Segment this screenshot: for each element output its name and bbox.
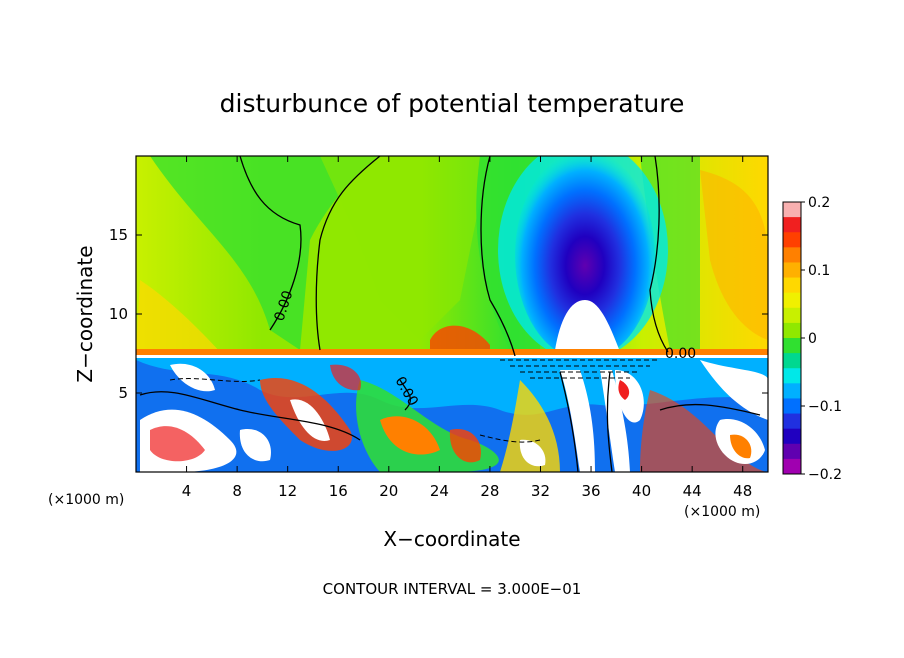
colorbar-swatch [783,292,801,309]
contour-interval-footer: CONTOUR INTERVAL = 3.000E−01 [323,580,582,598]
colorbar-swatch [783,247,801,263]
colorbar-swatch [783,383,801,399]
plot-area [136,156,768,472]
colorbar-swatch [783,398,801,415]
lower-turbulence [136,360,768,472]
x-tick-label: 36 [581,482,600,500]
colorbar-swatch [783,443,801,460]
x-tick-label: 4 [182,482,192,500]
colorbar-tick-label: 0 [808,331,817,347]
colorbar-tick-label: −0.1 [808,399,842,415]
colorbar-swatch [783,262,801,279]
contour-line [659,403,761,416]
colorbar-swatch [783,232,801,248]
upper-green-plume [150,156,380,350]
upper-green-plume [320,156,490,340]
colorbar-tick-label: 0.2 [808,195,830,211]
contour-lines [139,156,761,472]
colorbar-swatch [783,277,801,294]
contour-line [649,156,669,353]
y-tick-label: 10 [109,305,128,323]
y-tick-label: 5 [118,384,128,402]
colorbar-swatch [783,413,801,430]
x-tick-label: 40 [632,482,651,500]
contour-line [239,156,302,331]
x-unit-left: (×1000 m) [48,492,124,508]
contour-dashes [169,359,660,443]
x-tick-label: 20 [379,482,398,500]
colorbar-swatch [783,458,801,475]
colorbar-tick-label: −0.2 [808,467,842,483]
contour-line [559,371,579,472]
contour-line [315,156,381,351]
colorbar-swatch [783,338,801,354]
x-tick-label: 28 [480,482,499,500]
contour-line [606,371,613,472]
x-tick-label: 44 [683,482,702,500]
contour-line [169,378,261,382]
y-tick-label: 15 [109,226,128,244]
colorbar-tick-label: 0.1 [808,263,830,279]
contour-line [480,156,516,357]
colorbar-swatch [783,322,801,339]
cold-plume-white-cap [555,300,620,352]
x-tick-label: 24 [430,482,449,500]
contour-line [139,391,361,441]
x-tick-label: 32 [531,482,550,500]
x-axis: 4 8 12 16 20 24 28 32 36 40 44 48 [182,156,752,500]
chart-title: disturbunce of potential temperature [220,89,685,118]
warm-layer-edge [136,349,768,355]
y-axis: 5 10 15 [109,226,768,402]
upper-warm-patch [430,325,490,356]
colorbar-swatch [783,368,801,384]
y-axis-label: Z−coordinate [73,245,97,382]
colorbar: 0.2 0.1 0 −0.1 −0.2 [782,195,842,483]
colorbar-swatch [783,217,801,233]
contour-label: 0.00 [665,346,696,362]
upper-warm-patch [700,170,768,340]
upper-warm-patch [136,280,220,352]
x-tick-label: 16 [329,482,348,500]
inversion-line [136,355,768,358]
colorbar-swatch [783,353,801,369]
cold-plume-core [515,156,655,360]
x-tick-label: 12 [278,482,297,500]
x-tick-label: 48 [733,482,752,500]
colorbar-swatch [783,202,801,218]
contour-line [399,379,412,411]
x-unit-right: (×1000 m) [684,504,760,520]
colorbar-swatch [783,307,801,324]
x-tick-label: 8 [232,482,242,500]
x-axis-label: X−coordinate [383,527,520,551]
colorbar-swatch [783,428,801,445]
